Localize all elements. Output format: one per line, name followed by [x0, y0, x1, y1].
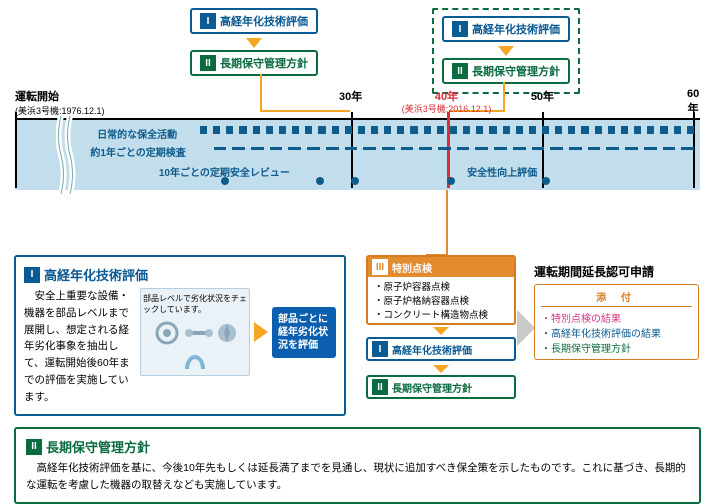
panel-II: II 長期保守管理方針 高経年化技術評価を基に、今後10年先もしくは延長満了まで…: [14, 427, 701, 504]
row-daily-dots: [200, 126, 700, 136]
tick-label-30: 30年: [339, 88, 362, 104]
right-column: 運転期間延長認可申請 添 付 ・特別点検の結果・高経年化技術評価の結果・長期保守…: [534, 263, 699, 360]
box-II-center: II 長期保守管理方針: [366, 375, 516, 399]
shaft-icon: [184, 326, 214, 340]
panel-II-body: 高経年化技術評価を基に、今後10年先もしくは延長満了までを見通し、現状に追加すべ…: [26, 460, 689, 494]
casing-icon: [183, 351, 207, 371]
grey-arrow-icon: [517, 310, 535, 346]
top-stack-30yr: I 高経年化技術評価 II 長期保守管理方針: [190, 8, 318, 80]
arrow-right-icon: [254, 322, 268, 342]
row-improve-label: 安全性向上評価: [467, 164, 537, 179]
badge-III: III: [372, 259, 388, 275]
wavy-break-icon: [56, 116, 76, 194]
attach-items: ・特別点検の結果・高経年化技術評価の結果・長期保守管理方針: [541, 310, 692, 355]
gear-icon: [152, 320, 182, 346]
connector-40-down: [446, 190, 448, 256]
panel-II-title-text: 長期保守管理方針: [46, 437, 150, 456]
connector-40: [503, 82, 505, 112]
impeller-icon: [216, 322, 238, 344]
box-III-items: ・原子炉容器点検・原子炉格納容器点検・コンクリート構造物点検: [372, 279, 510, 321]
box-I-label: 高経年化技術評価: [220, 13, 308, 29]
panel-I: I 高経年化技術評価 安全上重要な設備・機器を部品レベルまで展開し、想定される経…: [14, 255, 346, 416]
bottom-area: I 高経年化技術評価 安全上重要な設備・機器を部品レベルまで展開し、想定される経…: [14, 255, 701, 416]
badge-I: I: [200, 13, 216, 29]
badge-II: II: [26, 439, 42, 455]
panel-I-text: 安全上重要な設備・機器を部品レベルまで展開し、想定される経年劣化事象を抽出して、…: [24, 288, 134, 406]
tick-label-50: 50年: [531, 88, 554, 104]
illust-caption: 部品レベルで劣化状況をチェックしています。: [143, 293, 247, 315]
box-II-40: II 長期保守管理方針: [442, 58, 570, 84]
arrow-down-icon: [433, 365, 449, 373]
box-III-head: III 特別点検: [368, 257, 514, 277]
attachment-box: 添 付 ・特別点検の結果・高経年化技術評価の結果・長期保守管理方針: [534, 284, 699, 360]
box-I-center: I 高経年化技術評価: [366, 337, 516, 361]
connector-30h: [260, 110, 350, 112]
panel-I-title-text: 高経年化技術評価: [44, 265, 148, 284]
start-label-block: 運転開始 (美浜3号機:1976.12.1): [15, 88, 105, 117]
center-column: III 特別点検 ・原子炉容器点検・原子炉格納容器点検・コンクリート構造物点検 …: [366, 255, 516, 403]
box-II-30: II 長期保守管理方針: [190, 50, 318, 76]
badge-II: II: [452, 63, 468, 79]
timeline-band: 30年 40年 (美浜3号機:2016.12.1) 50年 60年 日常的な保全…: [15, 120, 700, 190]
box-III-label: 特別点検: [392, 260, 432, 275]
badge-I: I: [24, 267, 40, 283]
badge-I: I: [372, 341, 388, 357]
row-annual-label: 約1年ごとの定期検査: [90, 144, 185, 159]
badge-II: II: [372, 379, 388, 395]
badge-II: II: [200, 55, 216, 71]
start-label: 運転開始: [15, 88, 105, 104]
box-I-40: I 高経年化技術評価: [442, 16, 570, 42]
connector-30: [260, 74, 262, 112]
arrow-down-icon: [246, 38, 262, 48]
tick-start: [15, 112, 17, 188]
application-title: 運転期間延長認可申請: [534, 263, 699, 280]
panel-II-title: II 長期保守管理方針: [26, 437, 689, 456]
arrow-down-icon: [433, 327, 449, 335]
box-I-label: 高経年化技術評価: [472, 21, 560, 37]
blue-callout: 部品ごとに経年劣化状況を評価: [272, 307, 336, 358]
panel-I-title: I 高経年化技術評価: [24, 265, 336, 284]
box-II-label: 長期保守管理方針: [472, 63, 560, 79]
row-daily-label: 日常的な保全活動: [97, 126, 177, 141]
box-II-label: 長期保守管理方針: [392, 380, 472, 395]
top-stack-40yr: I 高経年化技術評価 II 長期保守管理方針: [432, 8, 580, 94]
box-I-30: I 高経年化技術評価: [190, 8, 318, 34]
panel-I-body: 安全上重要な設備・機器を部品レベルまで展開し、想定される経年劣化事象を抽出して、…: [24, 288, 336, 406]
parts-illustration: 部品レベルで劣化状況をチェックしています。: [140, 288, 250, 376]
row-annual-dashes: [214, 147, 700, 153]
attach-head: 添 付: [541, 289, 692, 307]
box-II-label: 長期保守管理方針: [220, 55, 308, 71]
arrow-down-icon: [498, 46, 514, 56]
badge-I: I: [452, 21, 468, 37]
box-I-label: 高経年化技術評価: [392, 342, 472, 357]
timeline: 30年 40年 (美浜3号機:2016.12.1) 50年 60年 日常的な保全…: [15, 120, 700, 240]
box-III: III 特別点検 ・原子炉容器点検・原子炉格納容器点検・コンクリート構造物点検: [366, 255, 516, 325]
